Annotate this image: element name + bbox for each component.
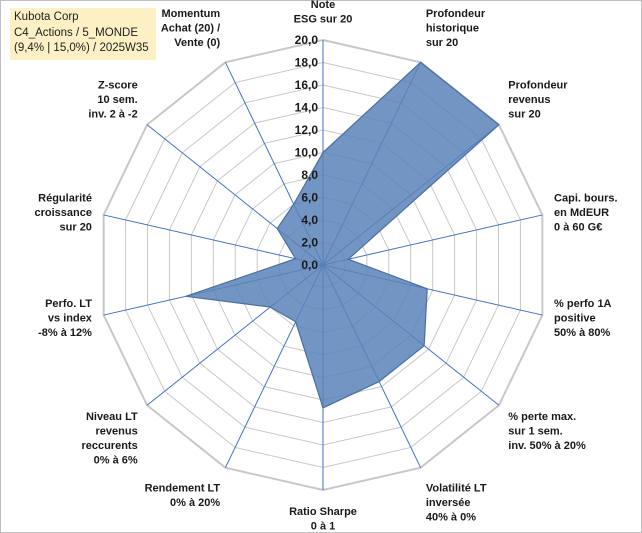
axis-category-line: 0% à 6% [94,454,138,466]
axis-category-line: positive [554,312,596,324]
axis-category-line: Note [311,0,335,11]
axis-category-label: Régularité croissance sur 20 [34,193,91,234]
tick-label: 12,0 [295,123,319,137]
axis-category-label: Niveau LT revenus reccurents 0% à 6% [81,411,138,467]
axis-category-label: Profondeur historique sur 20 [426,8,486,49]
axis-category-line: sur 20 [426,37,458,49]
axis-category-label: Z-score 10 sem. inv. 2 à -2 [88,80,137,121]
axis-category-line: % perfo 1A [554,298,612,310]
axis-category-line: Vente (0) [174,37,220,49]
axis-category-label: Capi. bours. en MdEUR 0 à 60 G€ [554,193,618,234]
axis-category-line: Capi. bours. [554,193,618,205]
axis-category-line: ESG sur 20 [294,14,353,26]
axis-category-line: inv. 2 à -2 [88,109,137,121]
axis-category-line: Ratio Sharpe [289,506,357,518]
tick-label: 20,0 [295,33,319,47]
axis-spoke [103,214,324,266]
axis-category-line: croissance [34,207,91,219]
axis-category-line: sur 1 sem. [508,425,562,437]
tick-label: 0,0 [301,258,318,272]
axis-category-line: Profondeur [508,80,568,92]
axis-category-line: % perte max. [508,411,576,423]
axis-category-line: Rendement LT [145,483,221,495]
tick-label: 14,0 [295,101,319,115]
axis-category-label: Volatilité LT inversée 40% à 0% [426,483,487,524]
axis-category-label: Perfo. LT vs index -8% à 12% [38,298,93,339]
axis-category-line: Volatilité LT [426,483,487,495]
axis-category-line: Z-score [98,80,138,92]
axis-category-line: vs index [48,312,93,324]
axis-category-line: 0 à 60 G€ [554,222,602,234]
axis-category-line: 0% à 20% [170,497,220,509]
axis-category-line: -8% à 12% [38,327,92,339]
axis-category-line: inversée [426,497,471,509]
tick-label: 10,0 [295,146,319,160]
axis-category-line: 50% à 80% [554,327,610,339]
axis-category-label: Note ESG sur 20 [294,0,353,26]
axis-category-line: revenus [96,425,138,437]
series-area [185,61,500,409]
tick-label: 4,0 [301,213,318,227]
performance-period: (9,4% | 15,0%) / 2025W35 [14,42,149,54]
axis-category-label: Momentum Achat (20) / Vente (0) [161,8,221,49]
axis-category-line: 10 sem. [97,94,137,106]
tick-label: 18,0 [295,56,319,70]
chart-title-box: Kubota Corp C4_Actions / 5_MONDE (9,4% |… [10,8,156,60]
axis-category-line: Perfo. LT [45,298,92,310]
axis-category-label: Ratio Sharpe 0 à 1 [289,506,357,533]
axis-category-line: Achat (20) / [161,22,220,34]
axis-category-label: % perte max. sur 1 sem. inv. 50% à 20% [508,411,586,452]
axis-spoke [322,214,543,266]
axis-category-label: % perfo 1A positive 50% à 80% [554,298,612,339]
axis-category-line: inv. 50% à 20% [508,440,586,452]
axis-category-line: historique [426,22,479,34]
axis-category-line: Régularité [38,193,92,205]
axis-category-line: Momentum [161,8,220,20]
tick-label: 2,0 [301,236,318,250]
tick-label: 8,0 [301,168,318,182]
axis-category-line: 0 à 1 [311,521,335,533]
axis-category-line: sur 20 [60,222,92,234]
tick-label: 16,0 [295,78,319,92]
portfolio-path: C4_Actions / 5_MONDE [14,26,138,39]
axis-category-line: Profondeur [426,8,486,20]
company-name: Kubota Corp [14,11,79,23]
axis-category-line: en MdEUR [554,207,609,219]
axis-category-line: revenus [508,94,550,106]
axis-category-line: Niveau LT [86,411,138,423]
axis-category-label: Rendement LT 0% à 20% [145,483,221,510]
axis-category-line: 40% à 0% [426,512,476,524]
tick-label: 6,0 [301,191,318,205]
axis-category-line: reccurents [81,440,137,452]
axis-category-label: Profondeur revenus sur 20 [508,80,568,121]
axis-category-line: sur 20 [508,109,540,121]
